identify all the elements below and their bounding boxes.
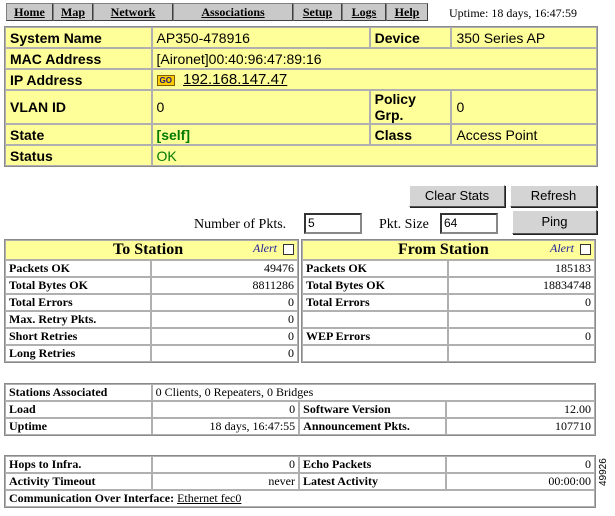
- latest-activity-value: 00:00:00: [445, 473, 595, 490]
- status-value: OK: [151, 145, 597, 166]
- state-value: [self]: [151, 124, 370, 145]
- link-info-table: Hops to Infra. 0 Echo Packets 0 Activity…: [4, 455, 596, 508]
- to-station-header: To Station Alert: [5, 240, 298, 260]
- to-station-table: To Station Alert Packets OK 49476 Total B…: [4, 239, 299, 363]
- uptime-label: Uptime: [5, 418, 152, 435]
- from-empty2-label: [302, 345, 449, 362]
- to-max-retry-value: 0: [151, 311, 298, 328]
- from-station-title: From Station: [398, 241, 489, 258]
- hops-label: Hops to Infra.: [5, 456, 152, 473]
- to-short-retries-label: Short Retries: [5, 328, 152, 345]
- from-total-errors-label: Total Errors: [302, 294, 449, 311]
- activity-timeout-label: Activity Timeout: [5, 473, 152, 490]
- num-pkts-label: Number of Pkts.: [194, 217, 287, 232]
- station-info-table: Stations Associated 0 Clients, 0 Repeate…: [4, 383, 596, 436]
- device-label: Device: [369, 27, 452, 48]
- state-label: State: [5, 124, 152, 145]
- ping-button[interactable]: Ping: [512, 210, 597, 234]
- to-total-errors-value: 0: [151, 294, 298, 311]
- from-packets-ok-label: Packets OK: [302, 260, 449, 277]
- to-long-retries-label: Long Retries: [5, 345, 152, 362]
- to-packets-ok-label: Packets OK: [5, 260, 152, 277]
- to-station-alert-checkbox[interactable]: [283, 243, 294, 255]
- policy-value: 0: [451, 90, 597, 124]
- nav-network[interactable]: Network: [93, 3, 173, 21]
- stations-associated-label: Stations Associated: [5, 384, 152, 401]
- from-wep-errors-label: WEP Errors: [302, 328, 449, 345]
- echo-packets-value: 0: [445, 456, 595, 473]
- announcement-pkts-value: 107710: [445, 418, 595, 435]
- to-total-errors-label: Total Errors: [5, 294, 152, 311]
- from-packets-ok-value: 185183: [448, 260, 595, 277]
- figure-number: 49926: [598, 458, 609, 486]
- ip-cell: GO 192.168.147.47: [151, 69, 597, 90]
- software-version-label: Software Version: [299, 401, 446, 418]
- communication-link[interactable]: Ethernet fec0: [177, 491, 242, 505]
- uptime-text: Uptime: 18 days, 16:47:59: [449, 6, 577, 20]
- system-name-label: System Name: [5, 27, 152, 48]
- from-station-alert-label: Alert: [550, 241, 574, 255]
- from-total-errors-value: 0: [448, 294, 595, 311]
- ip-link[interactable]: 192.168.147.47: [182, 71, 288, 88]
- class-value: Access Point: [451, 124, 597, 145]
- to-max-retry-label: Max. Retry Pkts.: [5, 311, 152, 328]
- echo-packets-label: Echo Packets: [298, 456, 446, 473]
- load-label: Load: [5, 401, 152, 418]
- communication-label: Communication Over Interface:: [9, 491, 175, 505]
- activity-timeout-value: never: [151, 473, 299, 490]
- hops-value: 0: [151, 456, 299, 473]
- from-station-table: From Station Alert Packets OK 185183 Tota…: [301, 239, 596, 363]
- mac-label: MAC Address: [5, 48, 152, 69]
- to-packets-ok-value: 49476: [151, 260, 298, 277]
- latest-activity-label: Latest Activity: [298, 473, 446, 490]
- ip-label: IP Address: [5, 69, 152, 90]
- pkt-size-label: Pkt. Size: [379, 217, 429, 232]
- go-icon[interactable]: GO: [156, 74, 175, 86]
- system-name-value: AP350-478916: [151, 27, 370, 48]
- vlan-label: VLAN ID: [5, 90, 152, 124]
- refresh-button[interactable]: Refresh: [510, 185, 597, 207]
- device-value: 350 Series AP: [451, 27, 597, 48]
- from-station-alert: Alert: [550, 241, 591, 256]
- from-empty2-value: [448, 345, 595, 362]
- software-version-value: 12.00: [445, 401, 595, 418]
- clear-stats-button[interactable]: Clear Stats: [409, 185, 505, 207]
- load-value: 0: [151, 401, 300, 418]
- vlan-value: 0: [151, 90, 370, 124]
- num-pkts-input[interactable]: 5: [304, 213, 362, 234]
- to-station-title: To Station: [113, 241, 184, 258]
- from-empty-value: [448, 311, 595, 328]
- nav-bar: Home Map Network Associations Setup Logs…: [6, 3, 428, 21]
- communication-row: Communication Over Interface: Ethernet f…: [5, 490, 595, 507]
- mac-value: [Aironet]00:40:96:47:89:16: [151, 48, 597, 69]
- from-station-header: From Station Alert: [302, 240, 595, 260]
- class-label: Class: [369, 124, 452, 145]
- from-total-bytes-value: 18834748: [448, 277, 595, 294]
- from-empty-label: [302, 311, 449, 328]
- stations-associated-value: 0 Clients, 0 Repeaters, 0 Bridges: [151, 384, 595, 401]
- uptime-value: 18 days, 16:47:55: [151, 418, 300, 435]
- from-wep-errors-value: 0: [448, 328, 595, 345]
- to-total-bytes-label: Total Bytes OK: [5, 277, 152, 294]
- nav-setup[interactable]: Setup: [293, 3, 342, 21]
- nav-home[interactable]: Home: [6, 3, 53, 21]
- to-station-alert: Alert: [253, 241, 294, 256]
- nav-logs[interactable]: Logs: [342, 3, 386, 21]
- announcement-pkts-label: Announcement Pkts.: [299, 418, 446, 435]
- from-total-bytes-label: Total Bytes OK: [302, 277, 449, 294]
- nav-map[interactable]: Map: [53, 3, 93, 21]
- to-total-bytes-value: 8811286: [151, 277, 298, 294]
- system-info-table: System Name AP350-478916 Device 350 Seri…: [4, 26, 598, 167]
- status-label: Status: [5, 145, 152, 166]
- to-long-retries-value: 0: [151, 345, 298, 362]
- nav-associations[interactable]: Associations: [173, 3, 293, 21]
- policy-label: Policy Grp.: [369, 90, 452, 124]
- nav-help[interactable]: Help: [386, 3, 428, 21]
- pkt-size-input[interactable]: 64: [440, 213, 498, 234]
- from-station-alert-checkbox[interactable]: [580, 243, 591, 255]
- to-short-retries-value: 0: [151, 328, 298, 345]
- to-station-alert-label: Alert: [253, 241, 277, 255]
